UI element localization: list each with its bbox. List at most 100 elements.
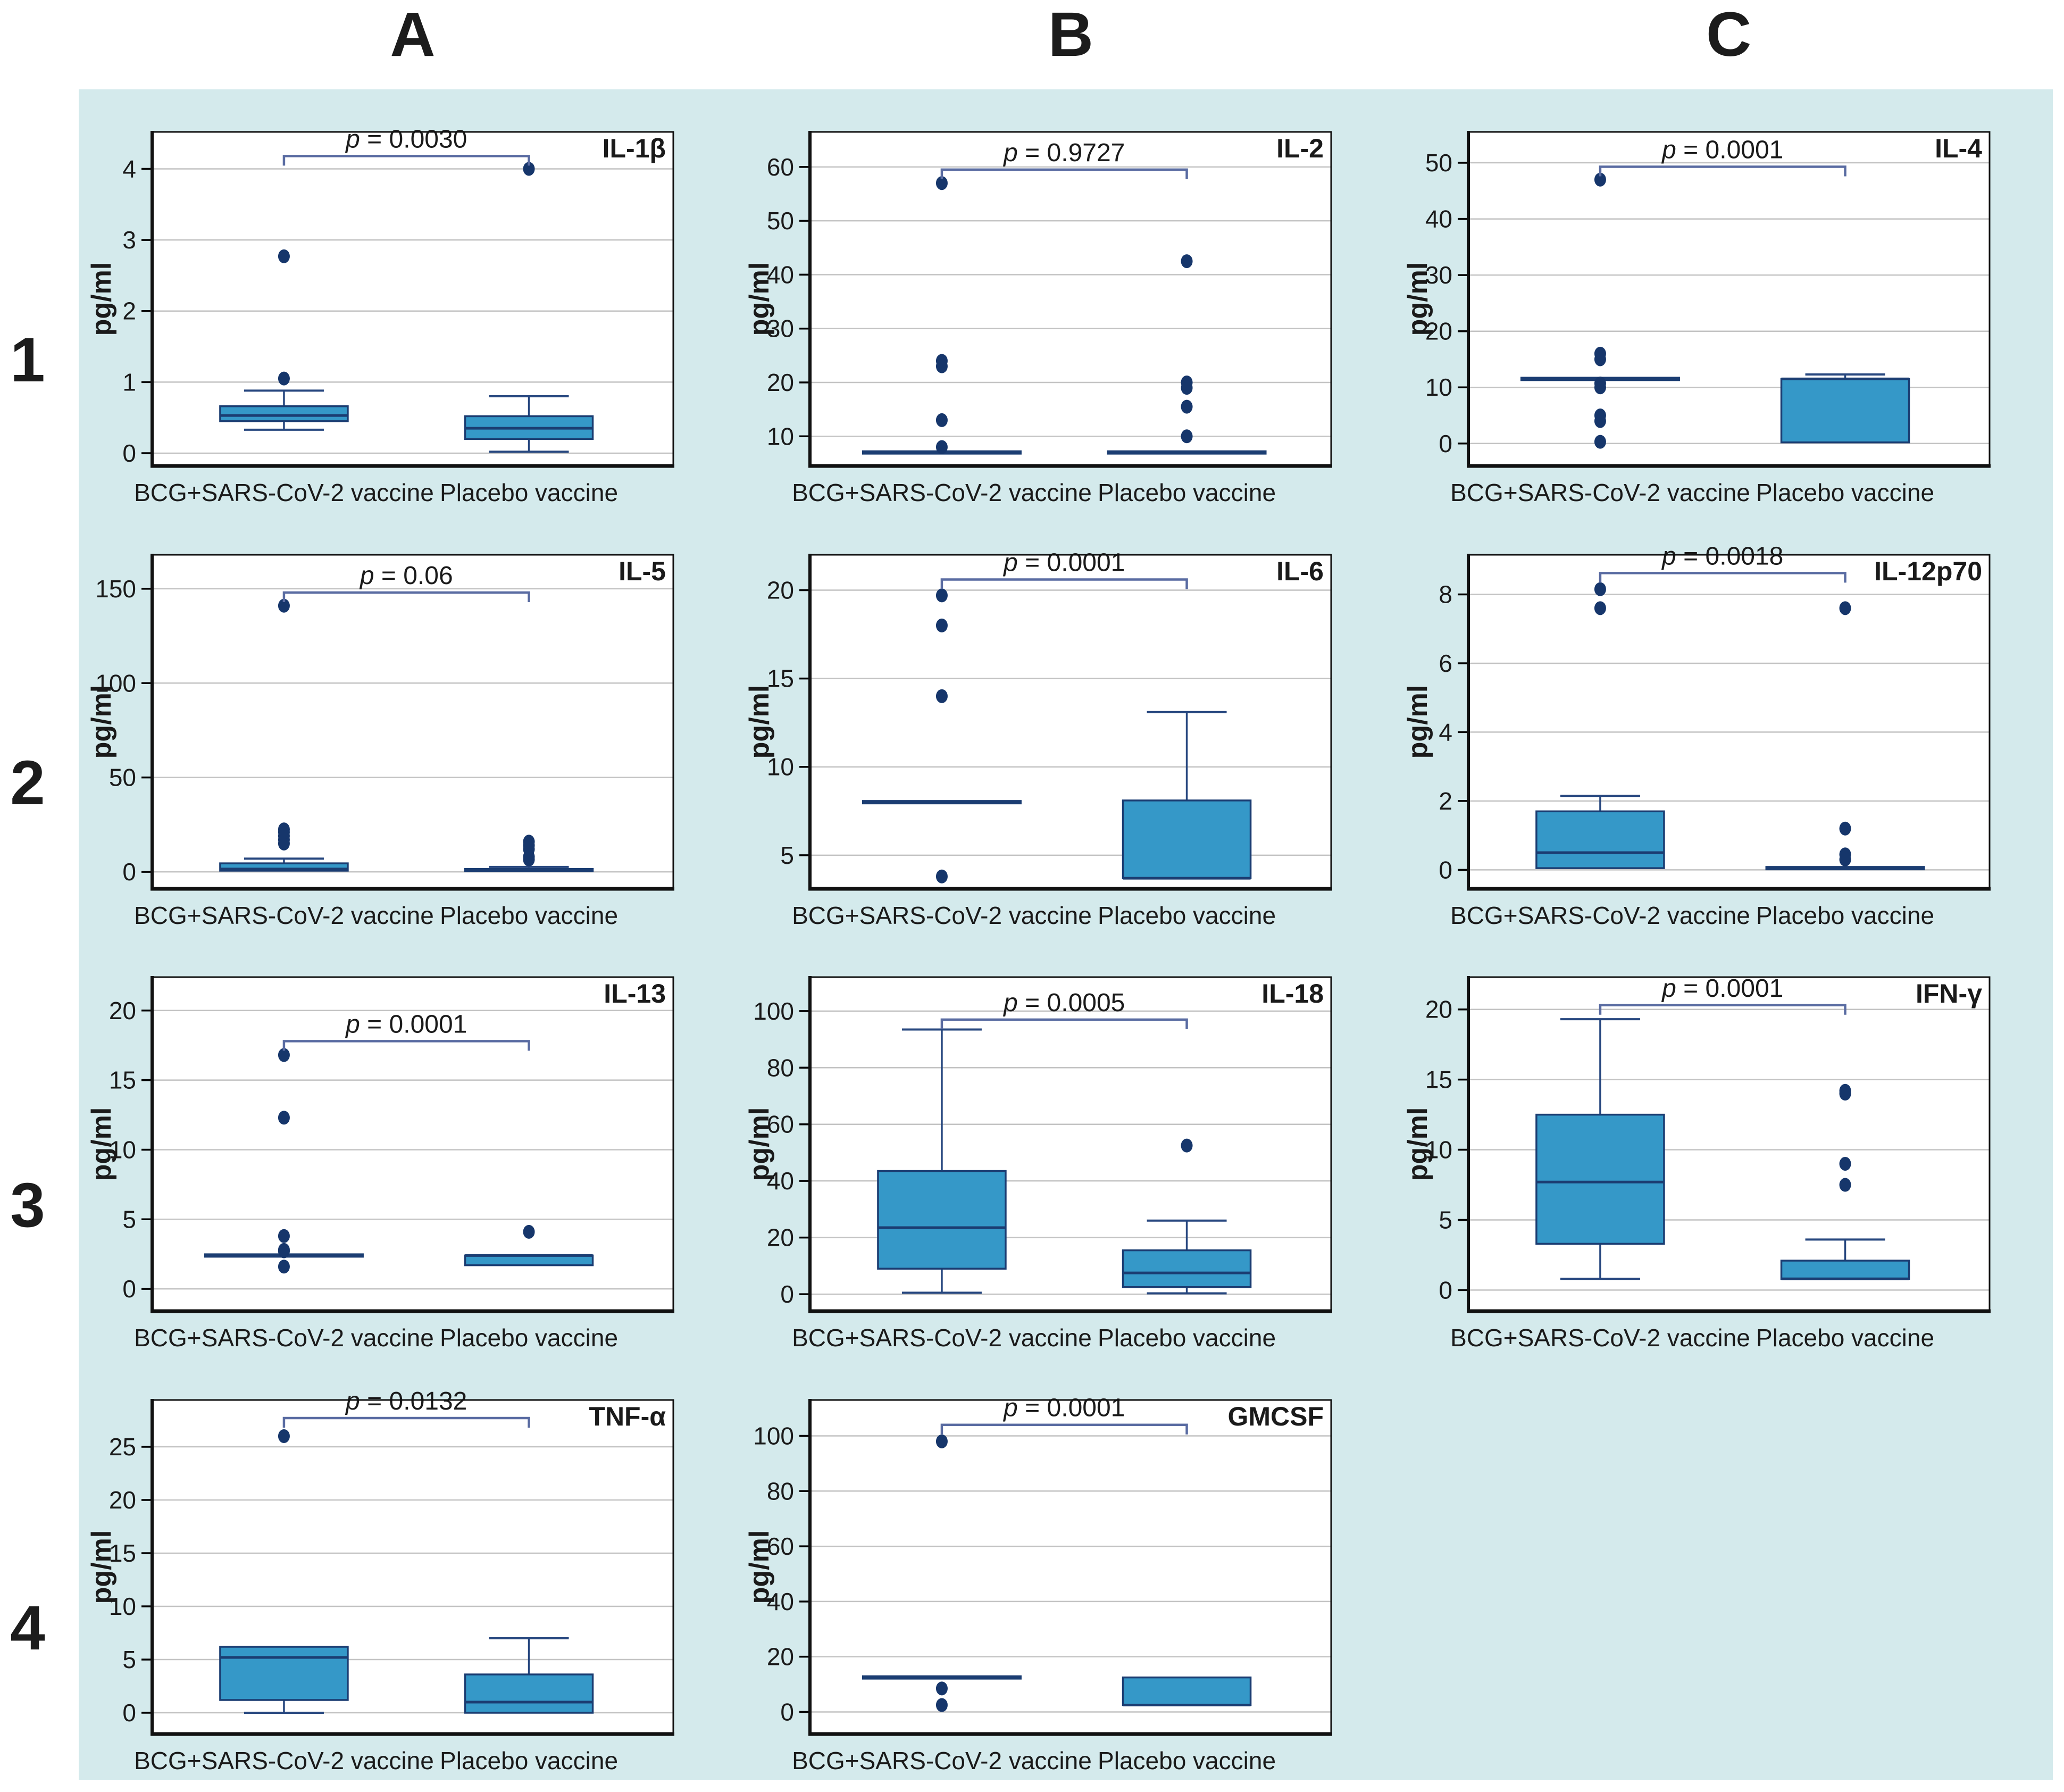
p-value-label: p = 0.0018	[1661, 542, 1783, 570]
row-header-4: 4	[10, 1593, 45, 1663]
y-tick-label: 0	[1439, 1276, 1452, 1304]
outlier-dot	[1594, 346, 1606, 361]
panel-il-1-: 0 1 2 3 4 p = 0.0030 IL-1β pg/ml BCG+SARS-CoV-2 …	[86, 125, 674, 506]
boxplot-box	[464, 1673, 594, 1714]
outlier-dot	[1839, 1178, 1851, 1192]
outlier-dot	[1839, 821, 1851, 836]
outlier-dot	[936, 1681, 948, 1695]
p-value-label: p = 0.0005	[1002, 989, 1125, 1017]
x-category-label: Placebo vaccine	[1098, 1324, 1276, 1352]
outlier-dot	[1594, 601, 1606, 615]
outlier-dot	[1594, 409, 1606, 423]
figure-canvas: 0 1 2 3 4 p = 0.0030 IL-1β pg/ml BCG+SARS-CoV-2 …	[79, 89, 2053, 1780]
outlier-dot	[1839, 601, 1851, 615]
y-tick-label: 20	[109, 997, 136, 1024]
y-axis-label: pg/ml	[1402, 685, 1433, 759]
y-tick-label: 10	[767, 753, 794, 780]
panel-title: GMCSF	[1228, 1402, 1324, 1431]
plot-background	[810, 1399, 1332, 1734]
boxplot-box	[1122, 799, 1252, 879]
p-value-label: p = 0.0001	[345, 1010, 467, 1038]
outlier-dot	[1594, 172, 1606, 187]
boxplot-box	[464, 1254, 594, 1266]
plot-background	[810, 554, 1332, 889]
outlier-dot	[1839, 1156, 1851, 1171]
boxplot-box	[219, 405, 349, 422]
outlier-dot	[936, 1698, 948, 1712]
outlier-dot	[523, 1224, 535, 1239]
outlier-dot	[936, 1434, 948, 1448]
panel-title: IL-4	[1935, 134, 1982, 163]
y-axis-label: pg/ml	[86, 1107, 117, 1181]
outlier-dot	[278, 371, 290, 386]
x-category-label: BCG+SARS-CoV-2 vaccine	[1450, 479, 1750, 506]
y-tick-label: 10	[1425, 373, 1452, 401]
outlier-dot	[1181, 429, 1193, 444]
p-value-bracket	[941, 1018, 1189, 1029]
x-category-label: BCG+SARS-CoV-2 vaccine	[134, 1324, 434, 1352]
x-category-label: Placebo vaccine	[1756, 479, 1934, 506]
y-axis-label: pg/ml	[744, 685, 775, 759]
panel-title: IL-1β	[603, 134, 666, 163]
row-header-3: 3	[10, 1170, 45, 1240]
panel-title: TNF-α	[589, 1402, 666, 1431]
panel-gmcsf: 0 20 40 60 80 100 p = 0.0001 GMCSF pg/ml BCG+SARS…	[744, 1394, 1333, 1774]
y-tick-label: 5	[1439, 1206, 1452, 1233]
y-tick-label: 80	[767, 1054, 794, 1081]
y-tick-label: 30	[767, 315, 794, 343]
y-tick-label: 50	[1425, 149, 1452, 177]
row-header-2: 2	[10, 747, 45, 818]
panel-il-13: 0 5 10 15 20 p = 0.0001 IL-13 pg/ml BCG+SARS-CoV…	[86, 976, 674, 1352]
x-category-label: Placebo vaccine	[1098, 1747, 1276, 1774]
boxplot-box	[1122, 1676, 1252, 1706]
y-tick-label: 10	[109, 1136, 136, 1163]
row-header-1: 1	[10, 325, 45, 395]
y-tick-label: 100	[754, 997, 795, 1025]
outlier-dot	[936, 354, 948, 368]
plot-background	[810, 132, 1332, 466]
p-value-label: p = 0.0001	[1002, 548, 1125, 577]
p-value-bracket	[941, 578, 1189, 589]
outlier-dot	[523, 162, 535, 176]
panel-il-18: 0 20 40 60 80 100 p = 0.0005 IL-18 pg/ml BCG+SARS…	[744, 976, 1333, 1352]
y-tick-label: 80	[767, 1477, 794, 1505]
outlier-dot	[523, 834, 535, 848]
x-category-label: Placebo vaccine	[1756, 1324, 1934, 1352]
p-value-label: p = 0.9727	[1002, 139, 1125, 167]
outlier-dot	[278, 1243, 290, 1257]
outlier-dot	[1594, 435, 1606, 449]
p-value-label: p = 0.0030	[345, 125, 467, 153]
x-category-label: BCG+SARS-CoV-2 vaccine	[134, 902, 434, 929]
outlier-dot	[278, 1229, 290, 1243]
x-category-label: Placebo vaccine	[440, 1324, 618, 1352]
outlier-dot	[1181, 399, 1193, 414]
panel-il-6: 5 10 15 20 p = 0.0001 IL-6 pg/ml BCG+SARS-CoV-2…	[744, 548, 1333, 929]
outlier-dot	[1181, 254, 1193, 269]
panel-il-5: 0 50 100 150 p = 0.06 IL-5 pg/ml BCG+SARS-CoV-2…	[86, 553, 674, 929]
y-tick-label: 2	[1439, 787, 1452, 814]
y-tick-label: 20	[767, 369, 794, 396]
p-value-bracket	[282, 1416, 530, 1428]
p-value-bracket	[941, 1423, 1189, 1435]
y-tick-label: 40	[1425, 205, 1452, 233]
y-tick-label: 6	[1439, 649, 1452, 677]
boxplot-box	[219, 1645, 349, 1701]
p-value-label: p = 0.06	[359, 561, 453, 589]
outlier-dot	[1181, 1138, 1193, 1153]
panel-title: IL-5	[619, 556, 666, 586]
boxplot-box	[1122, 1249, 1252, 1288]
panel-title: IL-2	[1276, 134, 1324, 163]
panel-title: IFN-γ	[1916, 979, 1982, 1008]
y-axis-label: pg/ml	[1402, 262, 1433, 336]
y-axis-label: pg/ml	[744, 1107, 775, 1181]
panel-title: IL-18	[1262, 979, 1324, 1008]
y-tick-label: 20	[767, 1224, 794, 1252]
p-value-bracket	[1599, 1004, 1846, 1015]
p-value-bracket	[282, 591, 530, 602]
x-category-label: BCG+SARS-CoV-2 vaccine	[134, 1747, 434, 1774]
y-tick-label: 15	[109, 1539, 136, 1567]
outlier-dot	[936, 869, 948, 884]
p-value-bracket	[1599, 165, 1846, 177]
panel-tnf-: 0 5 10 15 20 25 p = 0.0132 TNF-α pg/ml BCG+SARS-C…	[86, 1387, 674, 1774]
p-value-bracket	[282, 155, 530, 166]
